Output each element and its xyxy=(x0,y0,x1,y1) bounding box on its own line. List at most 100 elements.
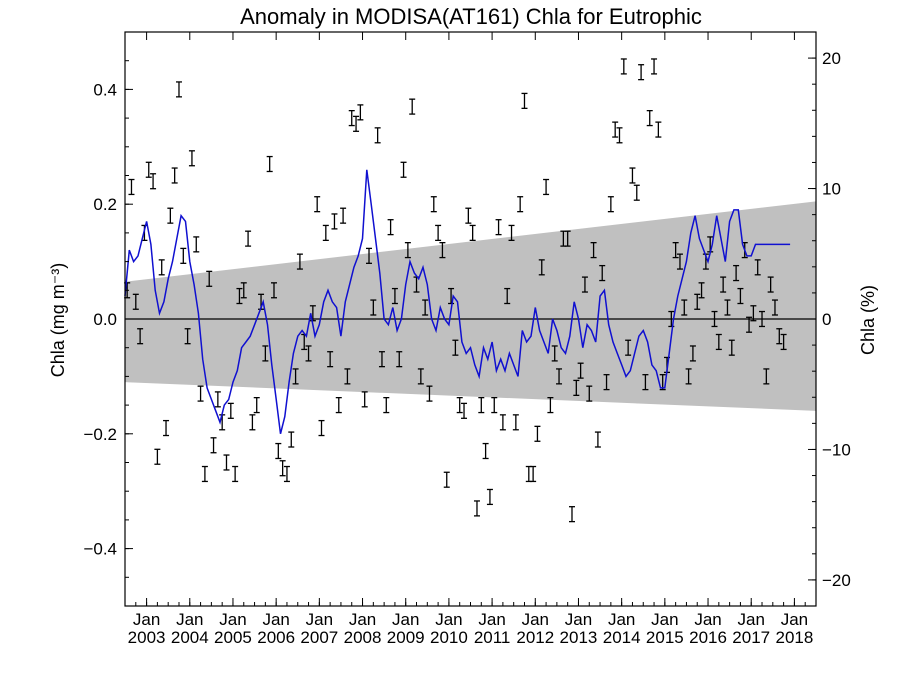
y-axis-label-left: Chla (mg m⁻³) xyxy=(48,263,68,378)
x-tick-label-year: 2009 xyxy=(387,628,425,647)
x-tick-label-month: Jan xyxy=(349,610,376,629)
observation-point xyxy=(240,282,247,299)
observation-point xyxy=(486,488,493,506)
observation-point xyxy=(620,58,627,75)
observation-point xyxy=(417,368,424,385)
observation-point xyxy=(698,282,705,299)
observation-point xyxy=(754,259,761,276)
observation-point xyxy=(305,345,312,362)
observation-point xyxy=(776,328,783,345)
observation-point xyxy=(780,333,787,351)
observation-point xyxy=(659,374,666,391)
observation-point xyxy=(651,58,658,75)
observation-point xyxy=(629,167,636,184)
y-axis-label-right: Chla (%) xyxy=(858,285,878,355)
observation-point xyxy=(547,396,554,414)
x-tick-label-month: Jan xyxy=(478,610,505,629)
observation-point xyxy=(543,178,550,196)
observation-point xyxy=(180,247,187,264)
observation-point xyxy=(236,287,243,305)
observation-point xyxy=(473,500,480,517)
observation-point xyxy=(581,276,588,293)
uncertainty-band xyxy=(125,201,816,411)
observation-point xyxy=(603,374,610,391)
observation-point xyxy=(642,374,649,391)
x-tick-label-month: Jan xyxy=(435,610,462,629)
observation-point xyxy=(478,396,485,414)
observation-point xyxy=(681,299,688,316)
observation-point xyxy=(676,253,683,270)
y-left-tick-label: 0.4 xyxy=(93,80,117,99)
observation-point xyxy=(378,351,385,368)
observation-point xyxy=(521,92,528,109)
x-tick-label-year: 2008 xyxy=(344,628,382,647)
observation-point xyxy=(206,270,213,287)
observation-point xyxy=(266,155,273,173)
observation-point xyxy=(443,471,450,488)
x-tick-label-month: Jan xyxy=(651,610,678,629)
observation-point xyxy=(262,345,269,362)
observation-point xyxy=(348,109,355,127)
observation-point xyxy=(353,115,360,132)
observation-point xyxy=(720,276,727,293)
observation-point xyxy=(270,282,277,299)
x-tick-label-year: 2014 xyxy=(603,628,641,647)
observation-point xyxy=(184,328,191,345)
observation-point xyxy=(452,339,459,356)
observation-point xyxy=(508,224,515,242)
observation-point xyxy=(715,333,722,351)
uncertainty-band-layer xyxy=(125,201,816,411)
observation-point xyxy=(499,414,506,431)
observation-point xyxy=(223,454,230,471)
observation-point xyxy=(573,379,580,396)
observation-point xyxy=(724,299,731,316)
y-left-tick-label: −0.2 xyxy=(83,425,117,444)
observation-point xyxy=(625,339,632,356)
observation-point xyxy=(448,287,455,305)
observation-point xyxy=(538,259,545,276)
observation-point xyxy=(132,293,139,310)
observation-point xyxy=(646,109,653,127)
observation-point xyxy=(633,184,640,201)
x-tick-label-month: Jan xyxy=(392,610,419,629)
observation-point xyxy=(439,242,446,259)
observation-point xyxy=(512,414,519,431)
observation-point xyxy=(607,196,614,213)
observation-point xyxy=(253,396,260,414)
observation-point xyxy=(556,368,563,385)
observation-point xyxy=(750,305,757,322)
x-tick-label-month: Jan xyxy=(738,610,765,629)
chart-title: Anomaly in MODISA(AT161) Chla for Eutrop… xyxy=(240,4,702,29)
observation-point xyxy=(525,465,532,483)
observation-point xyxy=(158,259,165,276)
observation-point xyxy=(400,161,407,178)
observation-point xyxy=(590,242,597,259)
observation-point xyxy=(426,385,433,402)
y-left-tick-label: 0.0 xyxy=(93,310,117,329)
observation-point xyxy=(689,345,696,362)
observation-point xyxy=(175,81,182,98)
x-tick-label-year: 2010 xyxy=(430,628,468,647)
smoothed-line-layer xyxy=(124,169,791,434)
observation-point xyxy=(188,150,195,167)
observations-layer xyxy=(124,58,787,523)
x-tick-label-year: 2012 xyxy=(516,628,554,647)
observation-point xyxy=(288,431,295,448)
x-tick-label-month: Jan xyxy=(694,610,721,629)
observation-point xyxy=(163,419,170,437)
observation-point xyxy=(672,242,679,259)
observation-point xyxy=(292,368,299,385)
y-right-tick-label: −20 xyxy=(822,571,851,590)
observation-point xyxy=(435,224,442,242)
observation-point xyxy=(154,448,161,465)
observation-point xyxy=(335,396,342,414)
observation-point xyxy=(357,104,364,121)
observation-point xyxy=(564,230,571,247)
x-tick-label-year: 2005 xyxy=(214,628,252,647)
y-right-tick-label: 10 xyxy=(822,180,841,199)
observation-point xyxy=(568,506,575,523)
observation-point xyxy=(430,196,437,213)
observation-point xyxy=(214,391,221,408)
observation-point xyxy=(409,98,416,115)
observation-point xyxy=(137,328,144,345)
